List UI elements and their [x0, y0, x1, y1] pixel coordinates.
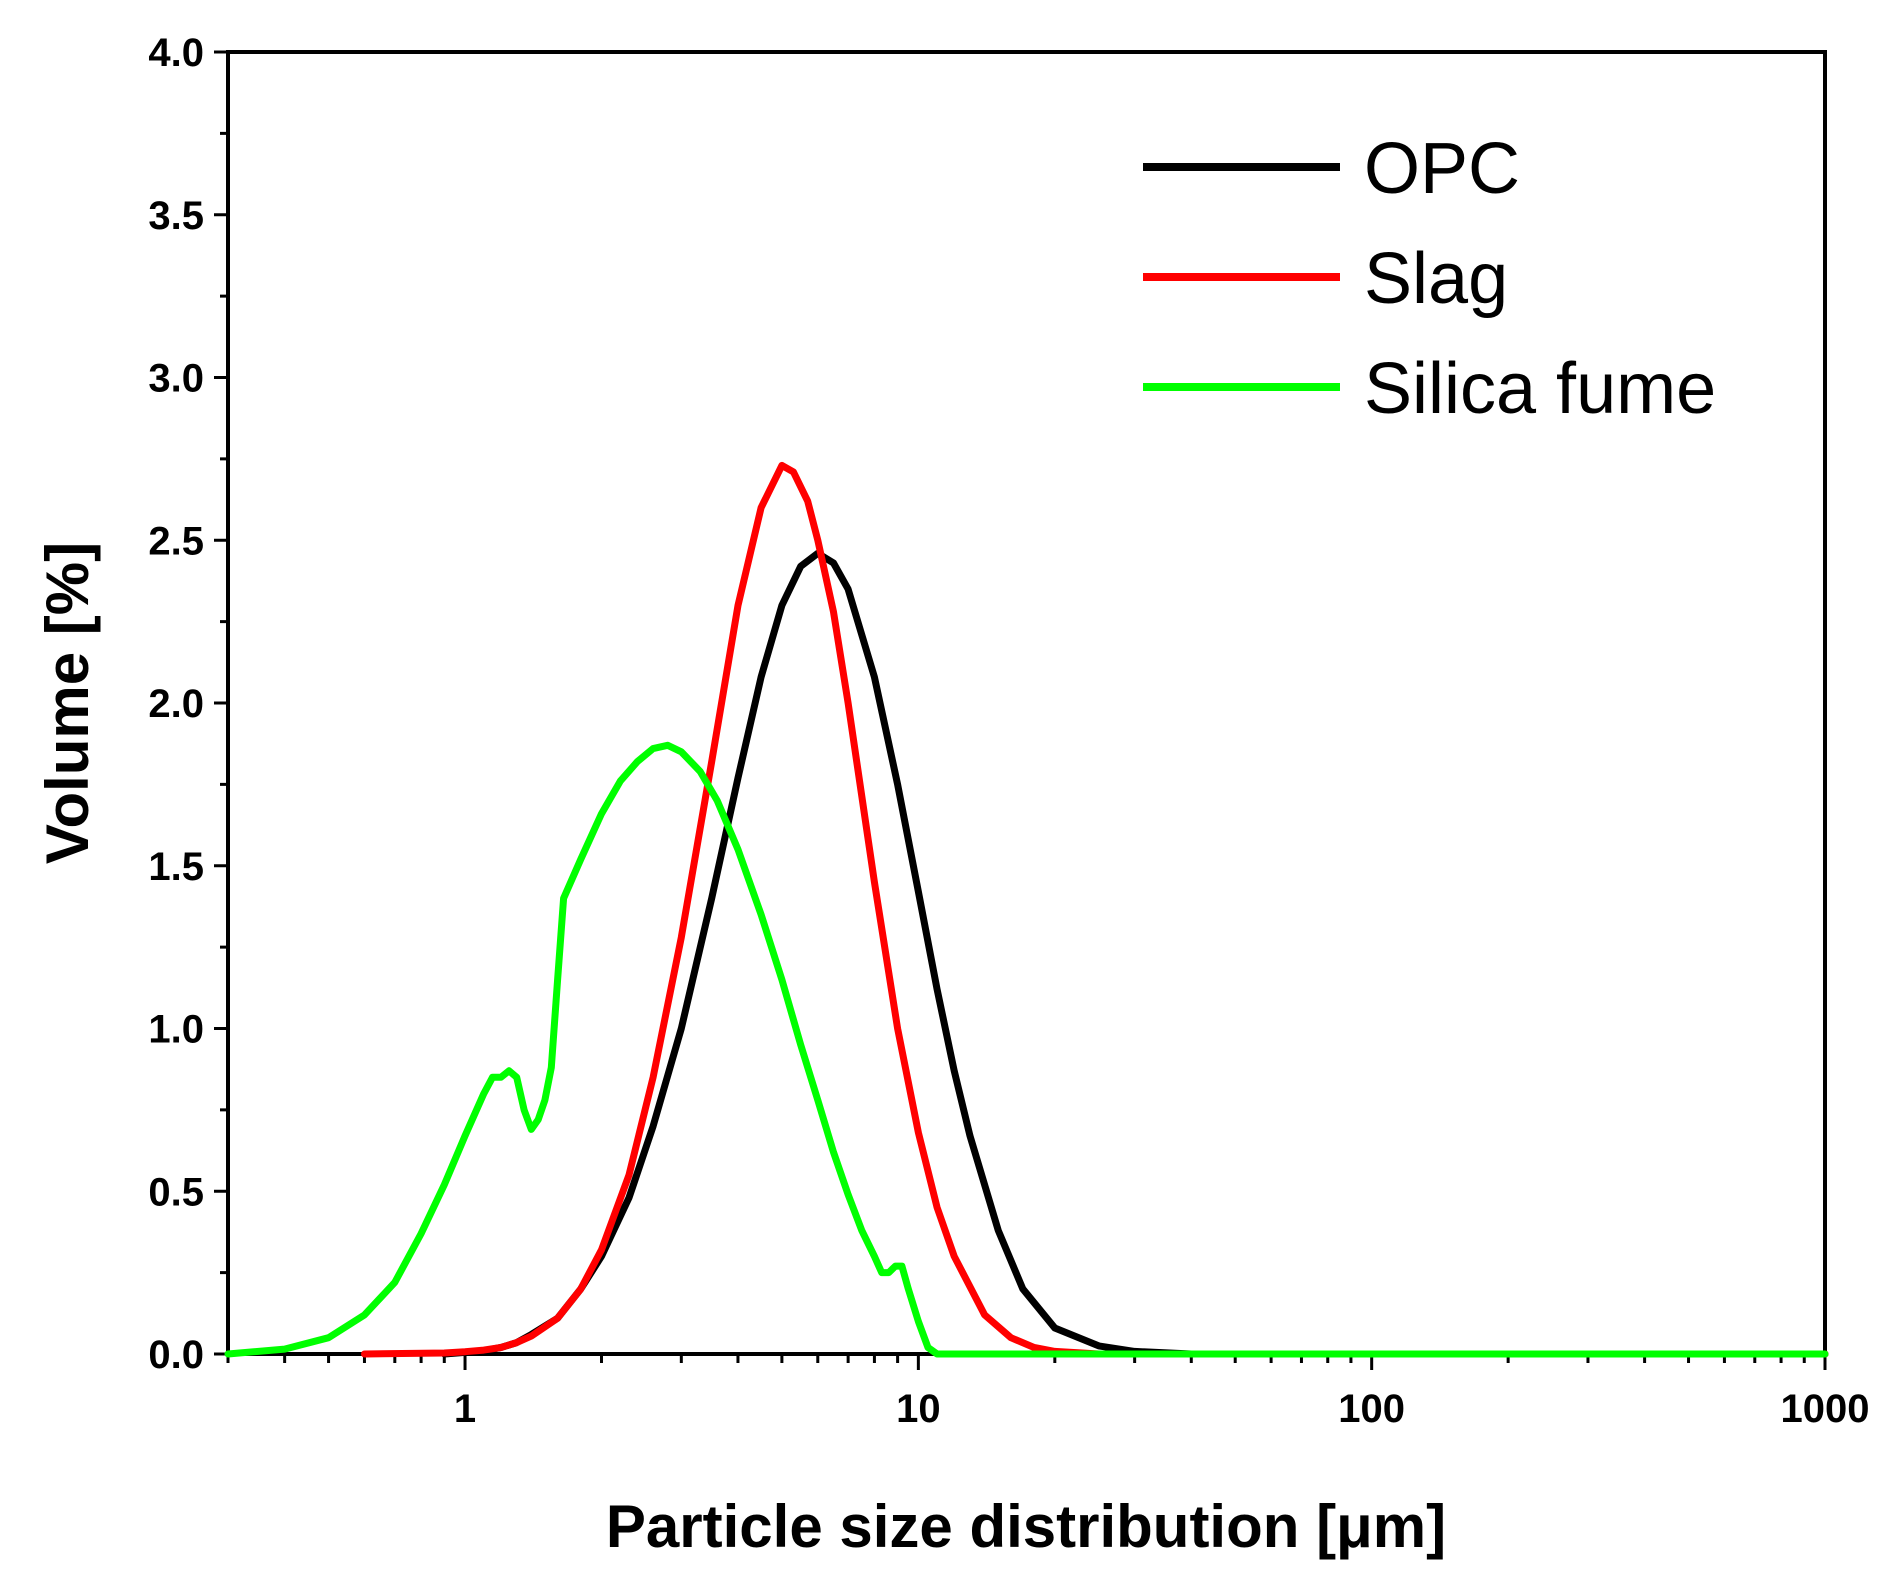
- axis-tick-labels: 0.0 0.5 1.0 1.5 2.0 2.5 3.0 3.5 4.0 1 10 100 1000: [148, 31, 1869, 1431]
- y-tick-label: 1.0: [148, 1008, 204, 1052]
- y-tick-label: 3.0: [148, 357, 204, 401]
- legend-label: Slag: [1364, 239, 1508, 319]
- x-tick-label: 10: [896, 1387, 941, 1431]
- series-line-silica-fume: [224, 741, 1829, 1358]
- x-tick-label: 100: [1338, 1387, 1405, 1431]
- y-tick-label: 0.0: [148, 1333, 204, 1377]
- data-series: [224, 461, 1829, 1358]
- series-line-slag: [361, 461, 1829, 1358]
- x-axis-title: Particle size distribution [μm]: [606, 1493, 1446, 1560]
- x-tick-label: 1: [454, 1387, 476, 1431]
- legend: OPC Slag Silica fume: [1143, 129, 1716, 429]
- y-axis-title: Volume [%]: [34, 542, 101, 864]
- y-tick-label: 2.0: [148, 682, 204, 726]
- y-tick-label: 2.5: [148, 519, 204, 563]
- legend-label: OPC: [1364, 129, 1520, 209]
- legend-label: Silica fume: [1364, 349, 1716, 429]
- y-tick-label: 3.5: [148, 194, 204, 238]
- x-tick-label: 1000: [1781, 1387, 1870, 1431]
- y-tick-label: 1.5: [148, 845, 204, 889]
- y-tick-label: 4.0: [148, 31, 204, 75]
- y-tick-label: 0.5: [148, 1170, 204, 1214]
